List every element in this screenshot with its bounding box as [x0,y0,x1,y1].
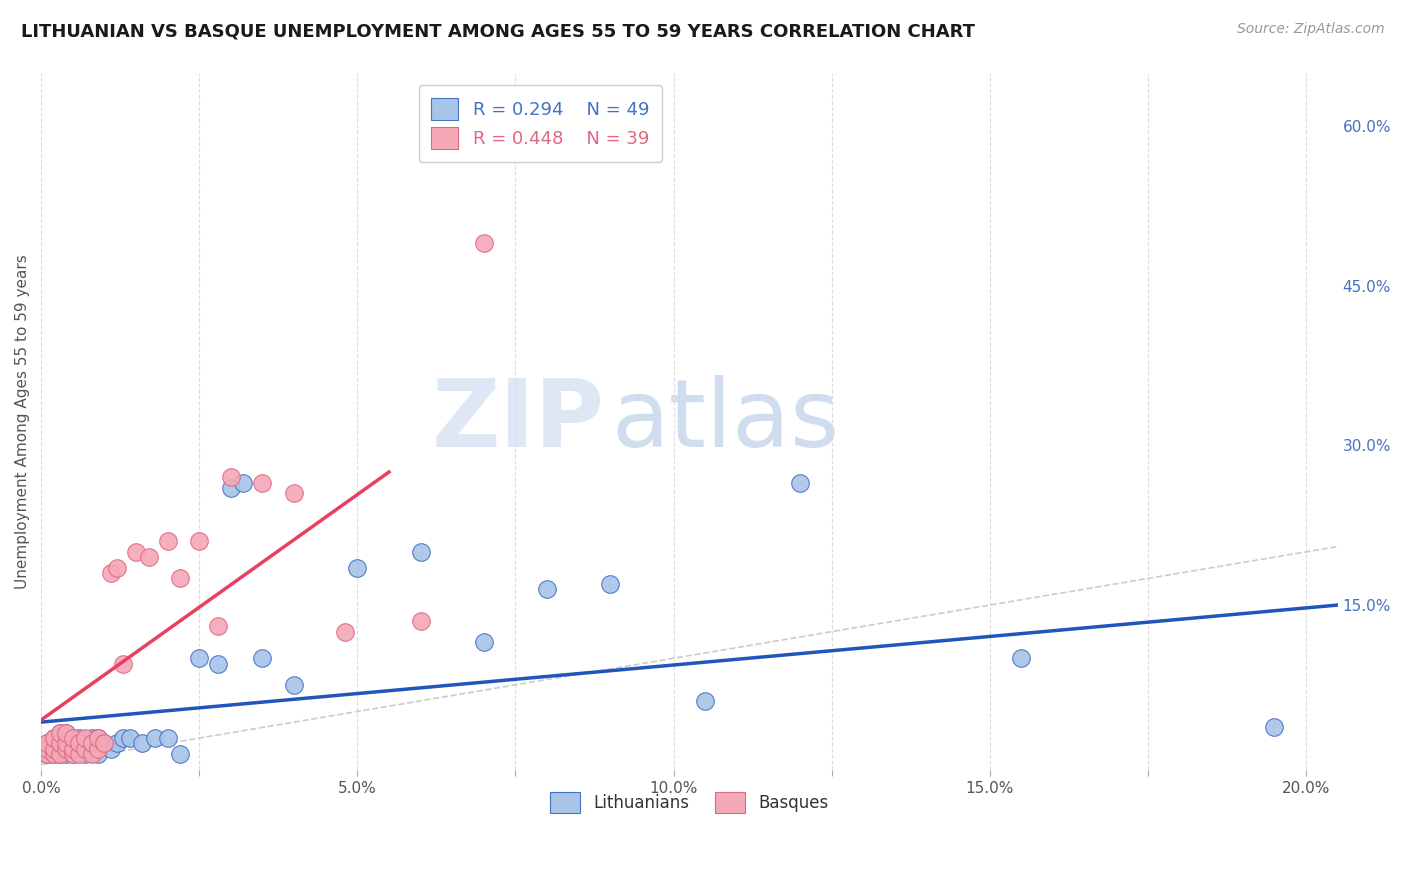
Point [105,561,128,575]
Point [118,731,141,745]
Point [138,550,160,565]
Point [42,741,65,756]
Point [789,475,811,490]
Point [252,475,274,490]
Point [80,731,103,745]
Point [75,731,97,745]
Point [49,747,72,761]
Point [49,736,72,750]
Point [62,747,84,761]
Point [42,736,65,750]
Point [188,534,211,549]
Point [42,747,65,761]
Point [87,731,110,745]
Point [283,486,305,500]
Point [67,731,90,745]
Point [42,731,65,745]
Point [1010,651,1032,665]
Point [93,736,115,750]
Point [67,747,90,761]
Point [75,736,97,750]
Text: ZIP: ZIP [432,376,605,467]
Point [49,747,72,761]
Point [37,736,59,750]
Point [42,741,65,756]
Point [112,657,135,671]
Point [62,741,84,756]
Point [62,731,84,745]
Point [62,731,84,745]
Point [37,741,59,756]
Point [62,736,84,750]
Point [87,731,110,745]
Text: atlas: atlas [612,376,839,467]
Point [188,651,211,665]
Point [42,731,65,745]
Point [87,741,110,756]
Text: Source: ZipAtlas.com: Source: ZipAtlas.com [1237,22,1385,37]
Point [49,725,72,739]
Point [207,619,229,633]
Point [112,731,135,745]
Point [67,741,90,756]
Point [55,725,77,739]
Point [105,736,128,750]
Point [536,582,558,596]
Point [131,736,153,750]
Point [346,561,368,575]
Point [207,657,229,671]
Point [125,545,148,559]
Point [156,534,179,549]
Point [67,736,90,750]
Point [55,736,77,750]
Point [232,475,254,490]
Point [1263,721,1285,735]
Point [252,651,274,665]
Text: LITHUANIAN VS BASQUE UNEMPLOYMENT AMONG AGES 55 TO 59 YEARS CORRELATION CHART: LITHUANIAN VS BASQUE UNEMPLOYMENT AMONG … [21,22,976,40]
Point [75,747,97,761]
Y-axis label: Unemployment Among Ages 55 to 59 years: Unemployment Among Ages 55 to 59 years [15,254,30,589]
Point [55,741,77,756]
Point [219,470,242,484]
Point [143,731,166,745]
Point [37,741,59,756]
Point [409,614,432,628]
Point [37,747,59,761]
Point [55,736,77,750]
Point [37,736,59,750]
Point [80,741,103,756]
Point [55,725,77,739]
Point [283,678,305,692]
Point [49,731,72,745]
Point [156,731,179,745]
Point [80,736,103,750]
Point [695,694,717,708]
Point [80,747,103,761]
Point [333,624,356,639]
Point [75,741,97,756]
Point [100,741,122,756]
Point [472,236,495,251]
Point [49,725,72,739]
Point [49,741,72,756]
Point [93,736,115,750]
Point [37,747,59,761]
Legend: Lithuanians, Basques: Lithuanians, Basques [538,780,839,824]
Point [169,747,191,761]
Point [42,747,65,761]
Point [599,576,621,591]
Point [219,481,242,495]
Point [62,747,84,761]
Point [169,571,191,585]
Point [55,747,77,761]
Point [100,566,122,581]
Point [409,545,432,559]
Point [472,635,495,649]
Point [87,747,110,761]
